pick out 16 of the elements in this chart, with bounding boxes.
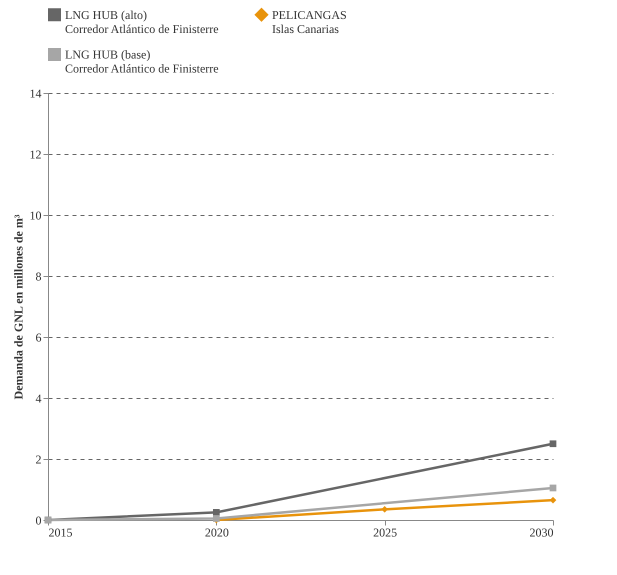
y-tick-label: 4 [36,392,42,406]
y-tick-label: 2 [36,452,42,466]
legend-label: PELICANGAS Islas Canarias [272,8,347,36]
y-tick-label: 0 [36,514,42,528]
x-tick-label: 2020 [204,526,229,540]
y-tick-label: 10 [30,208,42,222]
x-tick-label: 2015 [48,526,72,540]
y-axis-title: Demanda de GNL en millones de m³ [12,214,26,400]
legend-label: LNG HUB (base) Corredor Atlántico de Finisterre [65,48,219,76]
y-tick-label: 12 [30,148,42,162]
x-tick-label: 2025 [373,526,398,540]
y-tick-label: 6 [36,330,42,344]
x-tick-label: 2030 [530,526,554,540]
y-tick-label: 14 [30,86,42,100]
y-tick-label: 8 [36,270,42,284]
legend-label: LNG HUB (alto) Corredor Atlántico de Finisterre [65,8,219,36]
